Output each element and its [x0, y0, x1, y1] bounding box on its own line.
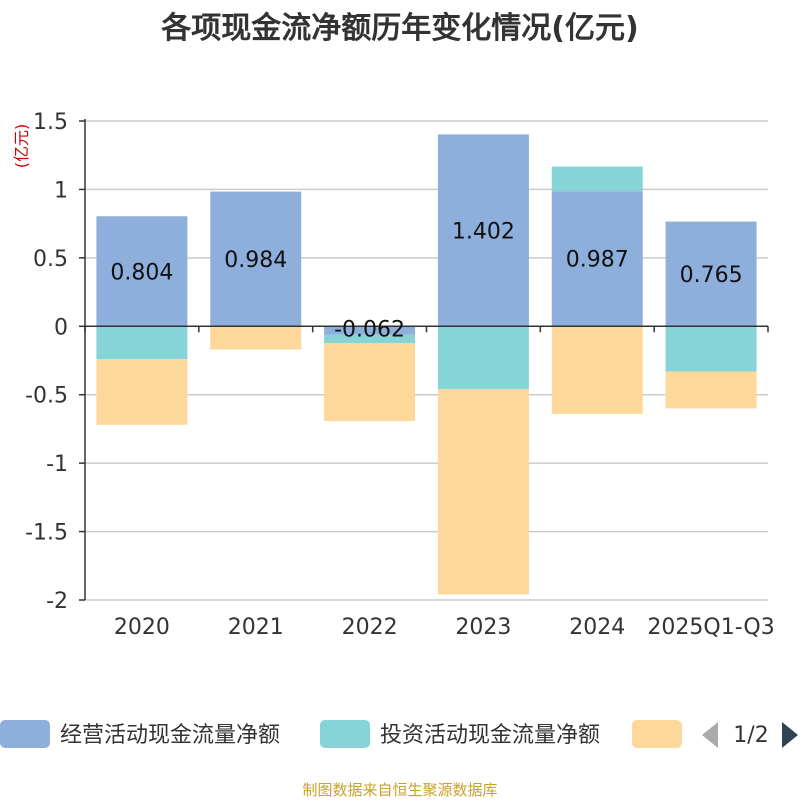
- x-tick-label: 2024: [569, 615, 625, 640]
- legend-next-page-icon[interactable]: [782, 722, 798, 748]
- grid-lines: [85, 120, 768, 601]
- bar-financing-2020[interactable]: [96, 359, 188, 425]
- bar-financing-2023[interactable]: [437, 389, 529, 595]
- y-tick-label: 0.5: [33, 247, 68, 272]
- legend-label-operating: 经营活动现金流量净额: [60, 723, 280, 748]
- axes: 1.5 1 0.5 0 -0.5 -1 -1.5 -2 2020 2021 2022 2023 2024…: [25, 110, 775, 640]
- bar-investing-2025Q1-Q3[interactable]: [665, 326, 757, 372]
- bar-financing-2025Q1-Q3[interactable]: [665, 371, 757, 409]
- data-label-operating: 1.402: [452, 219, 515, 244]
- bar-investing-2020[interactable]: [96, 326, 188, 360]
- legend-item-investing[interactable]: 投资活动现金流量净额: [320, 720, 600, 748]
- legend-label-investing: 投资活动现金流量净额: [380, 723, 600, 748]
- bar-operating-2022[interactable]: [324, 326, 416, 335]
- legend-swatch-investing: [320, 720, 370, 748]
- x-tick-label: 2025Q1-Q3: [647, 615, 774, 640]
- legend-page-indicator: 1/2: [733, 723, 768, 748]
- legend-swatch-operating: [0, 720, 50, 748]
- x-tick-label: 2021: [228, 615, 284, 640]
- data-label-operating: 0.984: [224, 248, 287, 273]
- y-tick-label: -2: [46, 589, 68, 614]
- data-label-operating: 0.987: [566, 248, 629, 273]
- data-label-operating: 0.765: [680, 263, 743, 288]
- bar-investing-2024[interactable]: [551, 166, 643, 192]
- legend-prev-page-icon[interactable]: [702, 722, 718, 748]
- bar-financing-2022[interactable]: [324, 342, 416, 421]
- bar-operating-2021[interactable]: [210, 191, 302, 327]
- legend-swatch-financing: [632, 720, 682, 748]
- bar-investing-2023[interactable]: [437, 326, 529, 390]
- chart-title: 各项现金流净额历年变化情况(亿元): [160, 11, 638, 46]
- bar-operating-2023[interactable]: [437, 134, 529, 327]
- data-label-operating: 0.804: [110, 260, 173, 285]
- legend-item-financing[interactable]: [632, 720, 682, 748]
- bar-operating-2025Q1-Q3[interactable]: [665, 221, 757, 327]
- bar-investing-2022[interactable]: [324, 334, 416, 343]
- data-source-note: 制图数据来自恒生聚源数据库: [302, 781, 497, 799]
- x-tick-label: 2023: [455, 615, 511, 640]
- x-tick-label: 2020: [114, 615, 170, 640]
- legend-item-operating[interactable]: 经营活动现金流量净额: [0, 720, 280, 748]
- y-axis-unit-label: (亿元): [12, 124, 31, 169]
- y-tick-label: 1: [54, 178, 68, 203]
- bar-financing-2021[interactable]: [210, 326, 302, 350]
- y-tick-label: -1.5: [25, 521, 68, 546]
- bar-operating-2024[interactable]: [551, 191, 643, 327]
- y-tick-label: 0: [54, 315, 68, 340]
- y-tick-label: -0.5: [25, 384, 68, 409]
- legend: 经营活动现金流量净额 投资活动现金流量净额 1/2: [0, 720, 798, 748]
- y-tick-label: 1.5: [33, 110, 68, 135]
- x-tick-label: 2022: [342, 615, 398, 640]
- bar-operating-2020[interactable]: [96, 216, 188, 327]
- data-labels: 0.804 0.984 -0.062 1.402 0.987 0.765: [110, 219, 742, 342]
- data-label-operating: -0.062: [334, 317, 405, 342]
- y-tick-label: -1: [46, 452, 68, 477]
- bar-financing-2024[interactable]: [551, 326, 643, 414]
- bars: [96, 134, 757, 595]
